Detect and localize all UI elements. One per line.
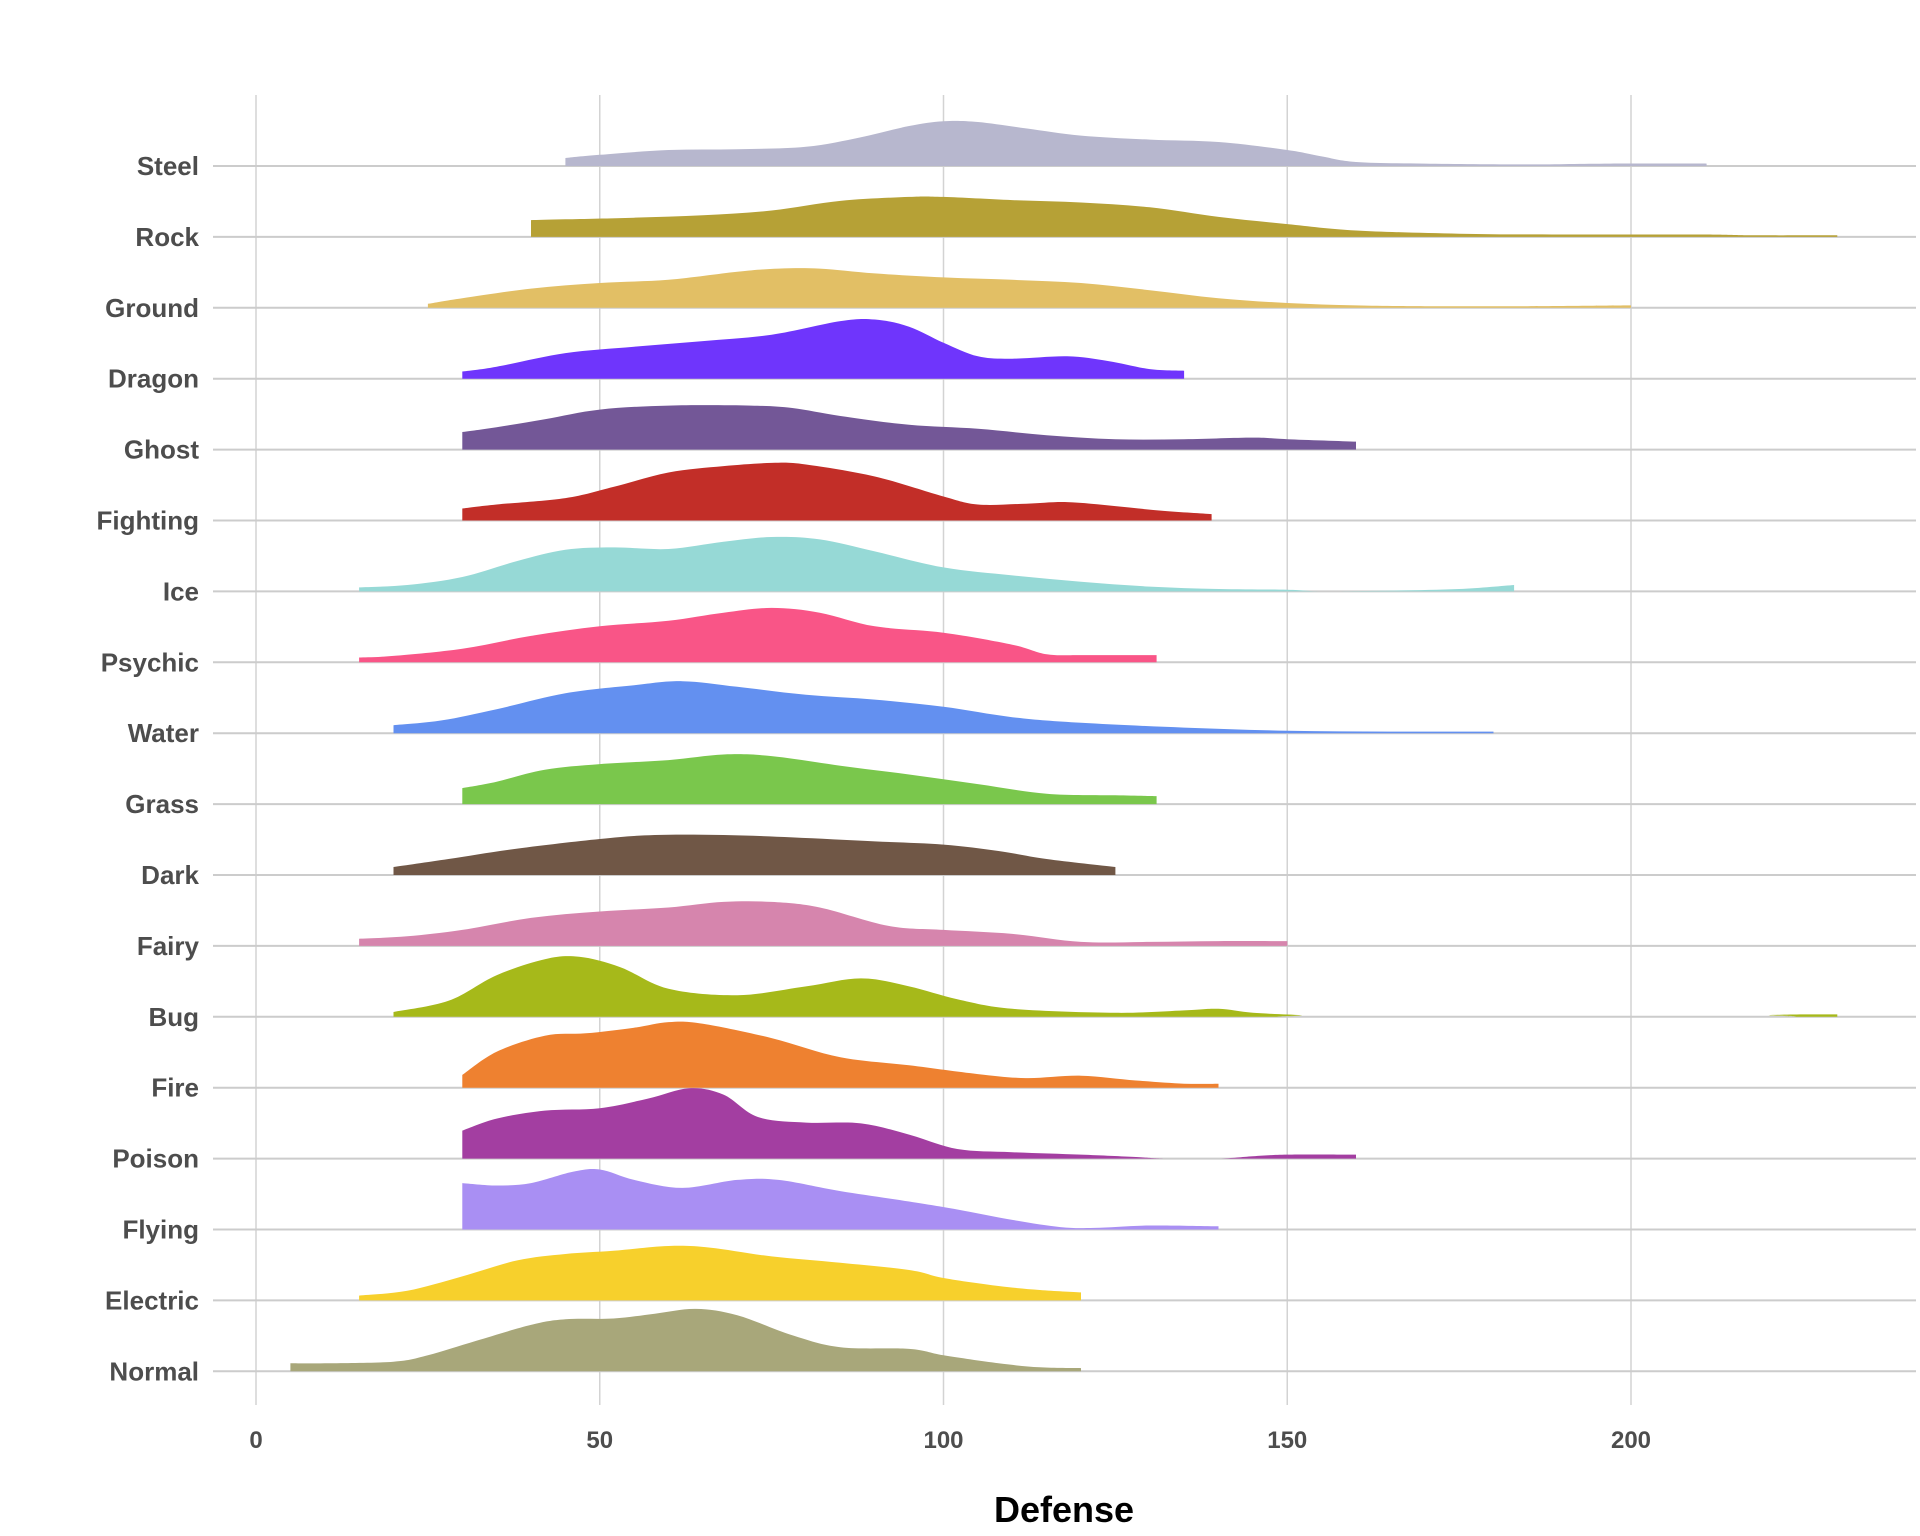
y-label-fairy: Fairy — [137, 931, 200, 961]
ridge-dark — [393, 834, 1116, 875]
ridge-normal — [290, 1308, 1081, 1372]
ridge-ground — [427, 268, 1631, 308]
y-axis-labels: Steel Rock Ground Dragon Ghost Fighting Ice Psy… — [96, 151, 199, 1386]
density-ridges — [290, 120, 1838, 1372]
ridge-grass — [462, 754, 1157, 805]
x-axis-title: Defense — [994, 1489, 1134, 1530]
ridge-electric — [359, 1245, 1082, 1301]
y-label-psychic: Psychic — [101, 647, 199, 677]
ridge-ghost — [462, 405, 1356, 450]
ridge-fighting — [462, 462, 1212, 521]
y-label-water: Water — [128, 718, 199, 748]
ridge-fire — [462, 1021, 1219, 1088]
y-label-fire: Fire — [151, 1073, 199, 1103]
y-label-electric: Electric — [105, 1285, 199, 1315]
y-label-steel: Steel — [137, 151, 199, 181]
y-label-grass: Grass — [125, 789, 199, 819]
ridge-poison — [462, 1088, 1356, 1159]
y-label-rock: Rock — [135, 222, 199, 252]
ridge-water — [393, 681, 1494, 734]
y-label-poison: Poison — [112, 1144, 199, 1174]
ridge-steel — [565, 120, 1707, 166]
ridge-rock — [531, 196, 1838, 237]
y-label-normal: Normal — [109, 1356, 199, 1386]
y-label-dark: Dark — [141, 860, 199, 890]
x-tick-label: 0 — [249, 1427, 262, 1454]
ridge-ice — [359, 536, 1515, 592]
x-axis-tick-labels: 0 50 100 150 200 — [249, 1427, 1651, 1454]
ridge-bug — [393, 956, 1838, 1017]
y-label-bug: Bug — [148, 1002, 199, 1032]
x-tick-label: 200 — [1611, 1427, 1651, 1454]
y-label-ground: Ground — [105, 293, 199, 323]
ridge-flying — [462, 1169, 1219, 1230]
y-label-dragon: Dragon — [108, 364, 199, 394]
ridge-fairy — [359, 901, 1288, 946]
y-label-ghost: Ghost — [124, 435, 199, 465]
y-label-ice: Ice — [163, 576, 199, 606]
y-label-flying: Flying — [122, 1215, 199, 1245]
ridge-dragon — [462, 318, 1185, 379]
x-tick-label: 100 — [923, 1427, 963, 1454]
x-tick-label: 50 — [586, 1427, 613, 1454]
x-tick-label: 150 — [1267, 1427, 1307, 1454]
ridge-psychic — [359, 607, 1157, 663]
y-label-fighting: Fighting — [96, 506, 199, 536]
